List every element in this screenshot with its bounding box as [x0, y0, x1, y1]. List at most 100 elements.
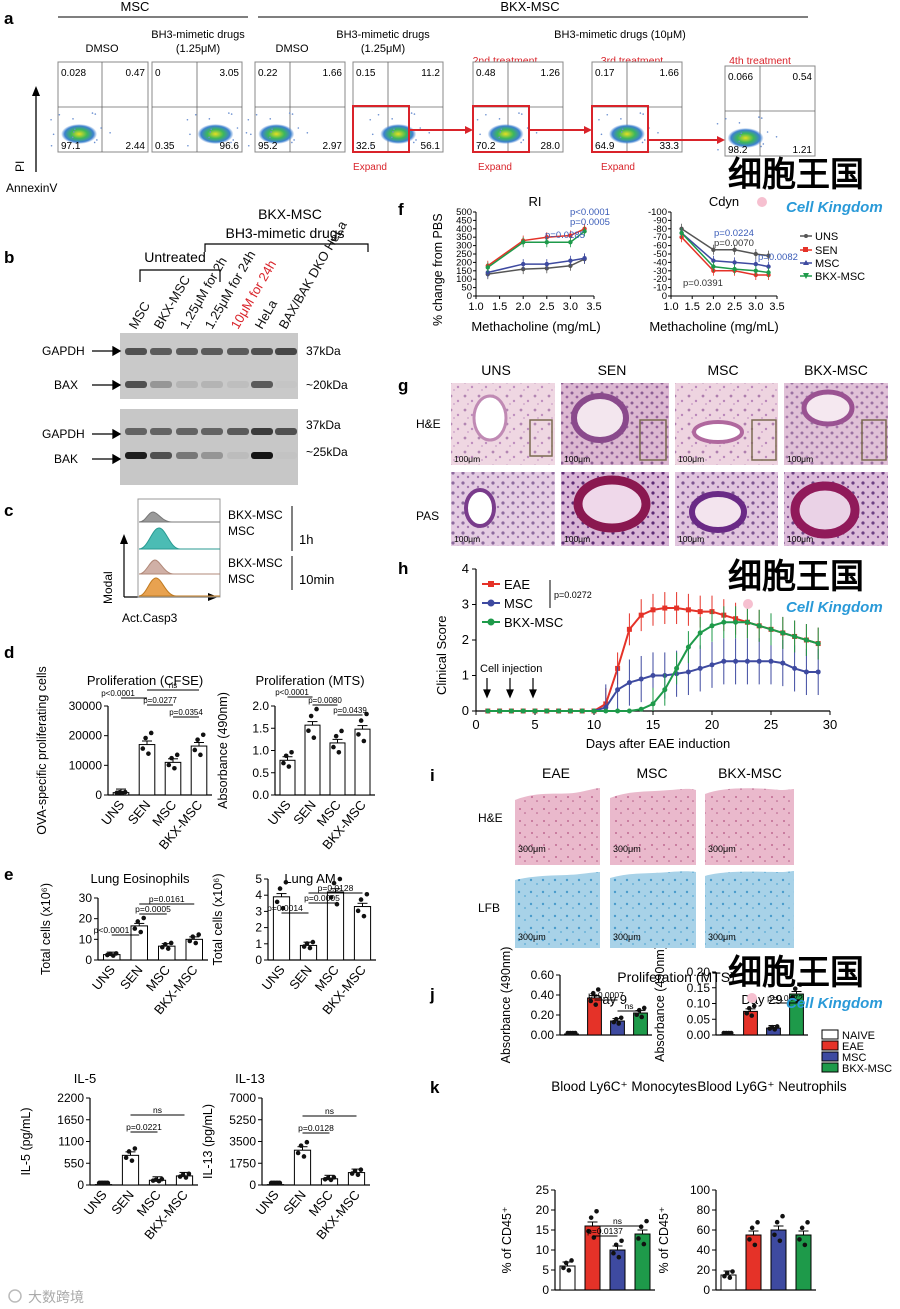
y-tick-label: 7000 — [229, 1091, 256, 1105]
data-point — [198, 752, 203, 758]
i-row-he: H&E — [478, 811, 503, 825]
data-point — [328, 895, 334, 900]
chart-title: Lung Eosinophils — [90, 871, 190, 886]
flow-event — [419, 127, 422, 129]
i-col-bkx: BKX-MSC — [718, 765, 782, 781]
gapdh-band — [176, 348, 198, 355]
x-tick-label: 20 — [705, 717, 719, 732]
series-point — [626, 708, 632, 714]
data-point — [797, 1237, 802, 1242]
x-tick-label: 1.5 — [492, 301, 507, 313]
y-tick-label: 20000 — [69, 729, 103, 743]
j-title: Proliferation (MTS) — [617, 969, 734, 985]
series-point — [650, 673, 656, 678]
f-p-cdyn-3: p=0.0082 — [758, 252, 798, 263]
data-point — [364, 891, 370, 897]
flow-density — [487, 124, 524, 144]
data-point — [364, 711, 369, 717]
data-point — [138, 929, 144, 935]
b-bracket-untreated — [139, 269, 221, 282]
flow-event — [758, 116, 760, 118]
y-tick-label: 0.0 — [252, 788, 269, 802]
chart-title: Lung AM — [284, 871, 335, 886]
g-airway-4 — [801, 389, 855, 427]
panel-g: UNS SEN MSC BKX-MSC H&E PAS 100μm 100μm … — [416, 362, 888, 546]
b-gapdh-2: GAPDH — [42, 427, 85, 441]
series-point — [721, 619, 727, 625]
data-point — [339, 728, 344, 734]
f-legend: UNS SEN MSC BKX-MSC — [800, 231, 865, 283]
b-bracket-bkx — [204, 243, 369, 252]
data-point — [304, 1139, 310, 1145]
f-ylabel: % change from PBS — [431, 213, 445, 326]
y-tick-label: 0.20 — [531, 1008, 555, 1022]
panel-j: Proliferation (MTS) NAIVE EAE MSC BKX-MS… — [617, 969, 892, 1075]
p-value: p<0.0001 — [101, 689, 135, 698]
flow-event — [410, 112, 413, 114]
flow-quadrant-value: 1.66 — [323, 68, 343, 79]
flow-event — [762, 143, 765, 145]
chart-title: Blood Ly6C⁺ Monocytes — [551, 1079, 697, 1094]
y-tick-label: 2 — [255, 921, 262, 935]
f-p-ri-2: p=0.0005 — [570, 217, 610, 228]
series-point — [685, 607, 691, 613]
flow-quadrant-value: 0.47 — [126, 68, 146, 79]
blot-bax — [120, 333, 298, 399]
y-tick-label: 2.0 — [252, 699, 269, 713]
series-point — [674, 605, 680, 611]
y-tick-label: 25 — [536, 1183, 550, 1197]
data-point — [306, 728, 311, 734]
flow-event — [499, 131, 502, 133]
flow-event — [269, 136, 271, 139]
p-value: ns — [613, 1216, 622, 1226]
watermark-en-3: Cell Kingdom — [786, 995, 883, 1012]
series-point — [485, 708, 491, 714]
y-tick-label: 150 — [456, 266, 472, 277]
flow-quadrant-value: 0.15 — [356, 68, 376, 79]
series-point — [603, 704, 609, 710]
p-value: p=0.0472 — [767, 993, 803, 1003]
g-scale-7: 100μm — [678, 534, 704, 544]
flow-quadrant-value: 1.21 — [793, 145, 813, 156]
expand-arrow-icon — [717, 136, 725, 144]
chart-f2: Cdyn 0-10-20-30-40-50-60-70-80-90-100 1.0 1… — [648, 194, 785, 313]
x-tick-label: 10 — [587, 717, 601, 732]
y-tick-label: 10 — [536, 1243, 550, 1257]
g-row-pas: PAS — [416, 509, 439, 523]
flow-event — [288, 112, 291, 114]
y-tick-label: 5 — [255, 872, 262, 886]
y-axis-label: Total cells (x10⁶) — [211, 874, 225, 966]
y-tick-label: -30 — [653, 266, 667, 277]
y-tick-label: 3500 — [229, 1135, 256, 1149]
x-tick-label: 0 — [472, 717, 479, 732]
h-injection-label: Cell injection — [480, 663, 542, 675]
flow-event — [210, 128, 212, 131]
g-col-uns: UNS — [481, 362, 511, 378]
flow-quadrant-value: 98.2 — [728, 145, 748, 156]
series-point — [709, 623, 715, 629]
i-lfb-eae — [515, 872, 600, 948]
h-legend-msc: MSC — [504, 596, 533, 611]
cond-conc-1: (1.25μM) — [176, 43, 220, 55]
data-point — [774, 1024, 780, 1029]
p-value: p=0.0007 — [588, 990, 624, 1000]
p-value: p=0.0137 — [587, 1226, 623, 1236]
b-gapdh-1: GAPDH — [42, 344, 85, 358]
y-tick-label: 30 — [79, 891, 93, 905]
y-tick-label: 0 — [85, 953, 92, 967]
flow-event — [93, 141, 96, 144]
y-tick-label: -40 — [653, 257, 667, 268]
p-value: p=0.0439 — [333, 706, 367, 715]
series-point — [638, 706, 644, 712]
series-point — [733, 658, 739, 664]
f-legend-sen: SEN — [815, 245, 838, 257]
data-point — [301, 1154, 307, 1159]
flow-event — [639, 112, 642, 114]
bax-band — [176, 381, 198, 388]
expand-arrow-icon — [465, 126, 473, 134]
data-point — [799, 1225, 805, 1231]
y-tick-label: 10 — [79, 932, 93, 946]
p-value: ns — [169, 681, 177, 690]
cond-bh3-high: BH3-mimetic drugs (10μM) — [554, 29, 686, 41]
series-point — [579, 708, 585, 714]
